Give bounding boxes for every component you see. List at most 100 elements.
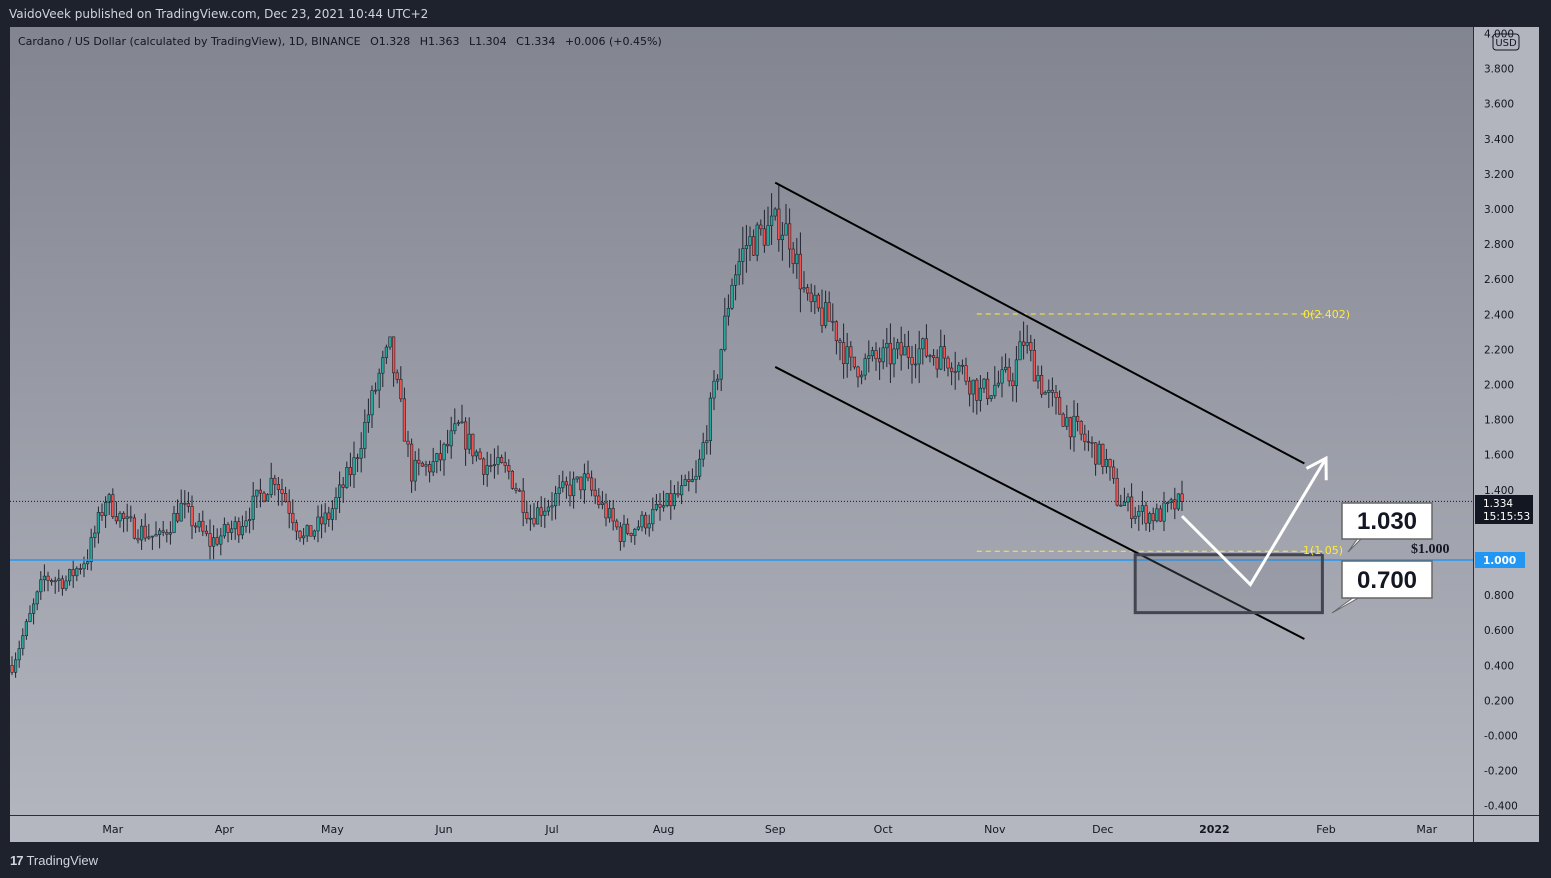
candle-body [1000, 369, 1004, 384]
candle-body [777, 208, 781, 241]
candle-body [431, 461, 435, 473]
candle-series [10, 184, 1184, 678]
candle-body [820, 307, 824, 326]
candle-body [852, 356, 856, 368]
candle-body [251, 495, 255, 520]
candle-body [1151, 513, 1155, 522]
price-tick-label: 0.200 [1484, 695, 1514, 707]
candle-body [172, 512, 176, 533]
candle-body [816, 294, 820, 309]
candle-body [474, 451, 479, 457]
candle-body [140, 525, 144, 541]
callout-bottom[interactable]: 0.700 [1331, 560, 1433, 614]
candle-body [557, 487, 561, 495]
candle-body [607, 508, 612, 519]
candle-body [795, 253, 799, 265]
dollar-level-label: $1.000 [1411, 542, 1450, 557]
candle-body [647, 523, 651, 529]
published-text: VaidoVeek published on TradingView.com, … [9, 7, 429, 21]
candle-body [1054, 392, 1058, 398]
candle-body [190, 506, 194, 527]
candle-body [248, 519, 252, 522]
candle-body [1130, 496, 1134, 519]
candle-body [186, 503, 191, 507]
candle-body [276, 484, 281, 490]
candle-body [1086, 441, 1090, 443]
price-tick-label: -0.000 [1484, 731, 1518, 743]
callout-top[interactable]: 1.030 [1341, 502, 1433, 553]
candle-body [226, 524, 230, 533]
candle-body [539, 507, 543, 516]
candle-body [143, 525, 147, 539]
price-tick-label: -0.400 [1484, 801, 1518, 813]
plot-area[interactable] [10, 27, 1473, 815]
candle-body [528, 517, 532, 520]
channel-lower-line [774, 366, 1305, 640]
candle-body [841, 342, 846, 365]
candle-body [114, 516, 118, 522]
last-price-badge: 1.334 15:15:53 [1475, 495, 1533, 524]
candle-body [93, 532, 97, 538]
candle-body [1126, 496, 1130, 503]
last-price-value: 1.334 [1483, 498, 1513, 510]
candle-body [89, 537, 93, 562]
candle-body [323, 512, 327, 525]
candle-body [273, 477, 277, 485]
candle-body [42, 575, 46, 581]
candle-body [345, 467, 349, 488]
tradingview-logo-icon[interactable]: 17 [10, 853, 24, 868]
candle-body [100, 512, 104, 516]
candle-body [622, 523, 626, 542]
candle-body [388, 336, 392, 348]
candle-body [593, 489, 597, 497]
candle-body [147, 536, 151, 539]
candle-body [809, 292, 813, 303]
candle-body [755, 224, 759, 256]
candle-body [589, 477, 594, 491]
candle-body [561, 481, 565, 489]
candle-body [960, 364, 964, 367]
candle-body [359, 448, 363, 459]
candle-body [17, 648, 21, 661]
candle-body [553, 493, 558, 507]
candle-body [1144, 505, 1148, 524]
candle-body [967, 380, 972, 395]
candle-body [449, 430, 453, 447]
time-tick-label: Oct [874, 823, 894, 836]
candle-body [895, 342, 900, 350]
candle-body [831, 320, 835, 323]
candle-body [330, 508, 335, 520]
candle-body [395, 372, 399, 380]
candle-body [715, 378, 720, 382]
candle-body [327, 512, 331, 520]
candle-body [640, 514, 644, 528]
candle-body [31, 603, 36, 614]
candle-body [654, 504, 658, 510]
candle-body [355, 457, 360, 460]
candle-body [24, 621, 29, 636]
candle-body [194, 525, 198, 528]
candle-body [597, 495, 601, 505]
candle-body [230, 528, 234, 533]
currency-badge[interactable] [1492, 33, 1520, 51]
candle-body [384, 346, 389, 358]
price-tick-label: 3.400 [1484, 134, 1514, 146]
candle-body [643, 514, 648, 529]
candle-body [14, 659, 18, 673]
candle-body [1065, 417, 1069, 427]
projection-arrowhead [1305, 455, 1328, 481]
candle-body [424, 464, 428, 467]
candle-body [492, 464, 497, 467]
time-axis-panel[interactable] [10, 815, 1539, 842]
candle-body [676, 493, 680, 496]
candle-body [953, 371, 957, 373]
candle-body [240, 526, 245, 536]
drawing-overlays [10, 181, 1473, 640]
candle-body [463, 421, 468, 450]
price-axis-panel[interactable] [1473, 27, 1539, 815]
candle-body [1072, 415, 1076, 438]
time-tick-label: Apr [215, 823, 235, 836]
footer-brand[interactable]: TradingView [26, 853, 99, 868]
candle-body [1025, 342, 1029, 346]
